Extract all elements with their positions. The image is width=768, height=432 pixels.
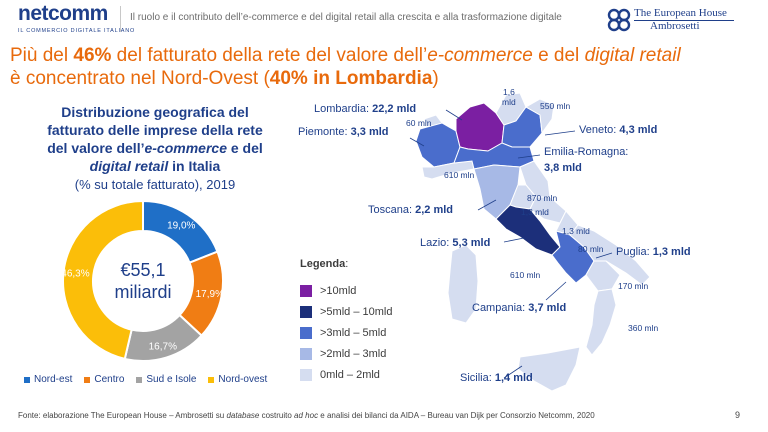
- legend-swatch: [136, 376, 143, 383]
- legend-swatch: [300, 306, 312, 318]
- netcomm-tagline: IL COMMERCIO DIGITALE ITALIANO: [18, 28, 136, 34]
- region-calabria: [585, 288, 617, 356]
- chart-title: Distribuzione geografica del fatturato d…: [47, 104, 263, 174]
- value-valle-aosta: 60 mln: [406, 118, 432, 128]
- label-lombardia: Lombardia: 22,2 mld: [314, 103, 417, 115]
- slice-label-nord-est: 19,0%: [167, 220, 195, 231]
- value-emilia: 3,8 mld: [544, 162, 582, 174]
- label-veneto: Veneto: 4,3 mld: [579, 124, 658, 136]
- header-subtitle: Il ruolo e il contributo dell’e-commerce…: [130, 12, 562, 23]
- legend-swatch: [300, 348, 312, 360]
- map-legend-item-5-10: >5mld – 10mld: [300, 306, 392, 318]
- slice-nord-est: [142, 199, 219, 264]
- region-sicilia: [517, 346, 581, 392]
- map-legend-title: Legenda:: [300, 258, 349, 270]
- brand-line-2: Ambrosetti: [650, 20, 700, 32]
- legend-item-sud-isole: Sud e Isole: [136, 374, 196, 385]
- brand-rule: [634, 20, 734, 21]
- chart-legend: Nord-est Centro Sud e Isole Nord-ovest: [24, 374, 304, 385]
- value-liguria: 610 mln: [444, 170, 475, 180]
- legend-label: Centro: [94, 374, 125, 385]
- region-friuli: [524, 98, 555, 135]
- legend-label: Nord-est: [34, 374, 73, 385]
- legend-label: Nord-ovest: [218, 374, 268, 385]
- teh-logo-icon: [607, 8, 631, 32]
- value-trentino: 1,6: [503, 87, 515, 97]
- label-piemonte: Piemonte: 3,3 mld: [298, 126, 389, 138]
- source-note: Fonte: elaborazione The European House –…: [18, 411, 595, 420]
- italy-map: [415, 92, 651, 392]
- map-legend-item-0-2: 0mld – 2mld: [300, 369, 380, 381]
- value-abruzzo: 1,3 mld: [562, 226, 590, 236]
- page-number: 9: [735, 410, 741, 420]
- value-sardegna: 610 mln: [510, 270, 541, 280]
- value-marche: 870 mln: [527, 193, 558, 203]
- value-basilicata: 170 mln: [618, 281, 649, 291]
- donut-chart: 19,0% 17,9% 16,7% 46,3% €55,1 miliardi: [62, 199, 224, 362]
- legend-item-nord-est: Nord-est: [24, 374, 72, 385]
- label-campania: Campania: 3,7 mld: [472, 302, 567, 314]
- chart-subtitle: (% su totale fatturato), 2019: [74, 177, 236, 192]
- label-emilia: Emilia-Romagna:: [544, 146, 629, 158]
- value-umbria: 1,3 mld: [521, 207, 549, 217]
- legend-item-nord-ovest: Nord-ovest: [208, 374, 267, 385]
- legend-swatch: [300, 285, 312, 297]
- label-sicilia: Sicilia: 1,4 mld: [460, 372, 533, 384]
- value-friuli: 550 mln: [540, 101, 571, 111]
- netcomm-logo: netcomm: [18, 2, 108, 25]
- value-calabria: 360 mln: [628, 323, 659, 333]
- center-unit: miliardi: [114, 282, 171, 302]
- label-lazio: Lazio: 5,3 mld: [420, 237, 491, 249]
- legend-label: Sud e Isole: [146, 374, 197, 385]
- center-value: €55,1: [120, 260, 165, 280]
- header-divider: [120, 6, 121, 32]
- slice-label-sud-isole: 16,7%: [149, 342, 177, 353]
- legend-swatch: [300, 369, 312, 381]
- map-legend-item-3-5: >3mld – 5mld: [300, 327, 386, 339]
- label-puglia: Puglia: 1,3 mld: [616, 246, 691, 258]
- legend-swatch: [300, 327, 312, 339]
- label-toscana: Toscana: 2,2 mld: [368, 204, 453, 216]
- region-sardegna: [447, 244, 479, 324]
- map-legend-item-2-3: >2mld – 3mld: [300, 348, 386, 360]
- slice-label-centro: 17,9%: [196, 289, 224, 300]
- region-piemonte: [415, 122, 461, 168]
- legend-swatch: [208, 376, 215, 383]
- slice-nord-ovest: [62, 199, 144, 361]
- legend-swatch: [84, 376, 91, 383]
- value-molise: 80 mln: [578, 244, 604, 254]
- legend-item-centro: Centro: [84, 374, 124, 385]
- map-legend-item-over10: >10mld: [300, 285, 356, 297]
- legend-swatch: [24, 376, 30, 383]
- region-lombardia: [455, 102, 505, 152]
- brand-line-1: The European House: [634, 7, 727, 19]
- value-trentino-unit: mld: [502, 97, 516, 107]
- region-lazio: [495, 204, 561, 256]
- slice-label-nord-ovest: 46,3%: [62, 269, 90, 280]
- slide-title: Più del 46% del fatturato della rete del…: [10, 45, 681, 89]
